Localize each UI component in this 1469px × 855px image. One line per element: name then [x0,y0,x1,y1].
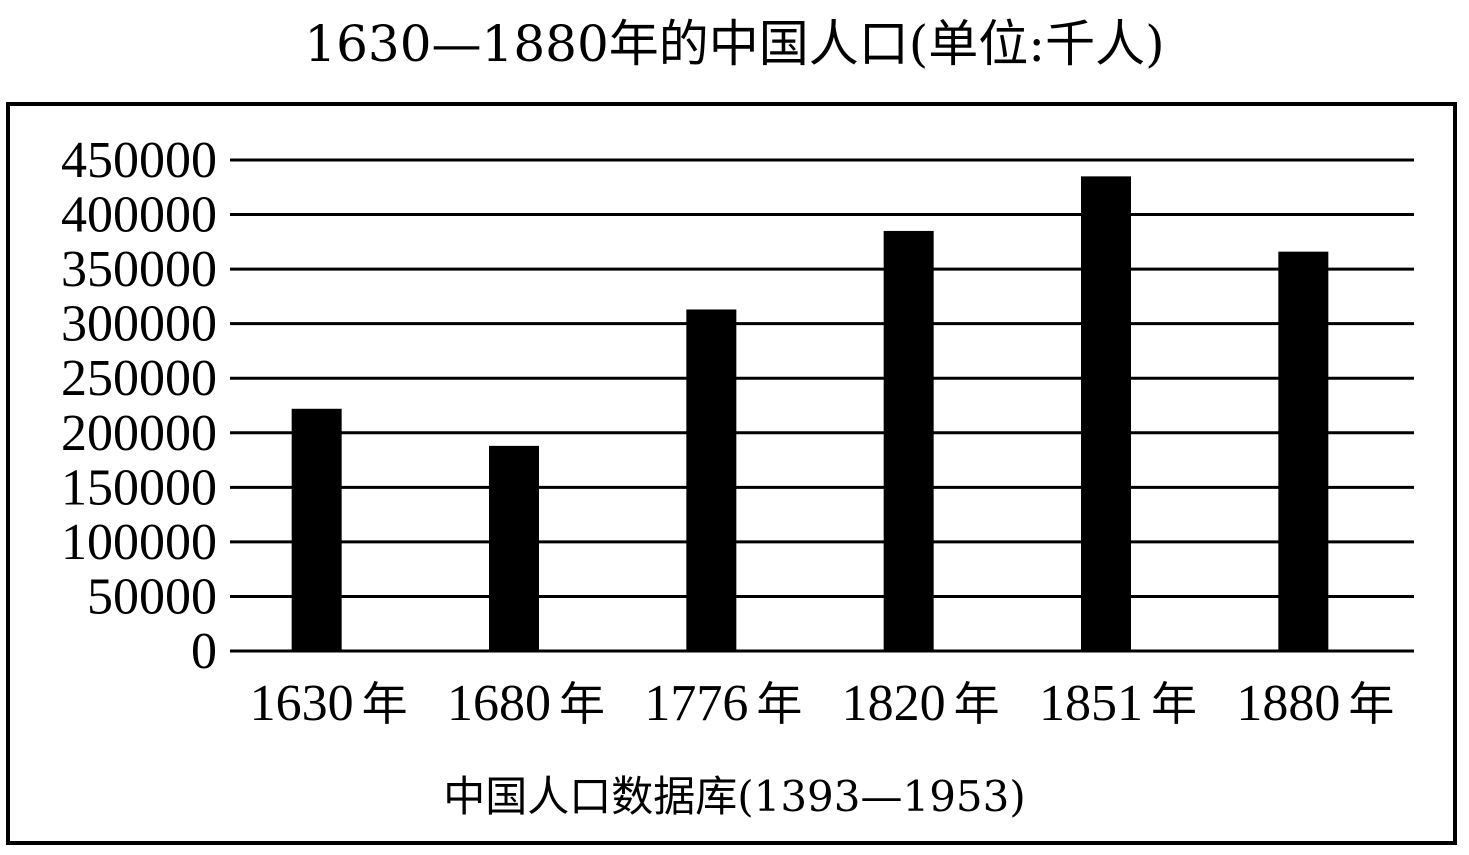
y-tick-label: 300000 [61,296,217,353]
y-tick-label: 0 [191,623,217,680]
y-tick-label: 200000 [61,405,217,462]
chart-frame [6,102,1457,845]
bar [883,230,934,651]
x-tick-label: 1880 年 [1236,675,1394,732]
bar [291,408,342,651]
source-caption: 中国人口数据库(1393—1953) [443,772,1026,821]
y-tick-label: 350000 [61,241,217,298]
bars [291,176,1329,652]
y-tick-label: 50000 [87,568,217,625]
bar [686,309,737,651]
bar [1081,176,1131,651]
y-axis-ticks: 0500001000001500002000002500003000003500… [61,132,217,680]
x-tick-label: 1630 年 [250,675,408,732]
y-tick-label: 450000 [61,132,217,189]
x-tick-label: 1776 年 [644,675,802,732]
bar [489,445,539,651]
y-tick-label: 400000 [61,187,217,244]
bar [1278,251,1329,652]
gridlines [230,158,1414,653]
x-axis-ticks: 1630 年 1680 年 1776 年 1820 年 1851 年 1880 年 [250,675,1395,732]
y-tick-label: 250000 [61,350,217,407]
x-tick-label: 1851 年 [1039,675,1197,732]
x-tick-label: 1680 年 [447,675,605,732]
x-tick-label: 1820 年 [842,675,1000,732]
y-tick-label: 100000 [61,514,217,571]
y-tick-label: 150000 [61,459,217,516]
chart-title: 1630—1880年的中国人口(单位:千人) [304,15,1165,73]
